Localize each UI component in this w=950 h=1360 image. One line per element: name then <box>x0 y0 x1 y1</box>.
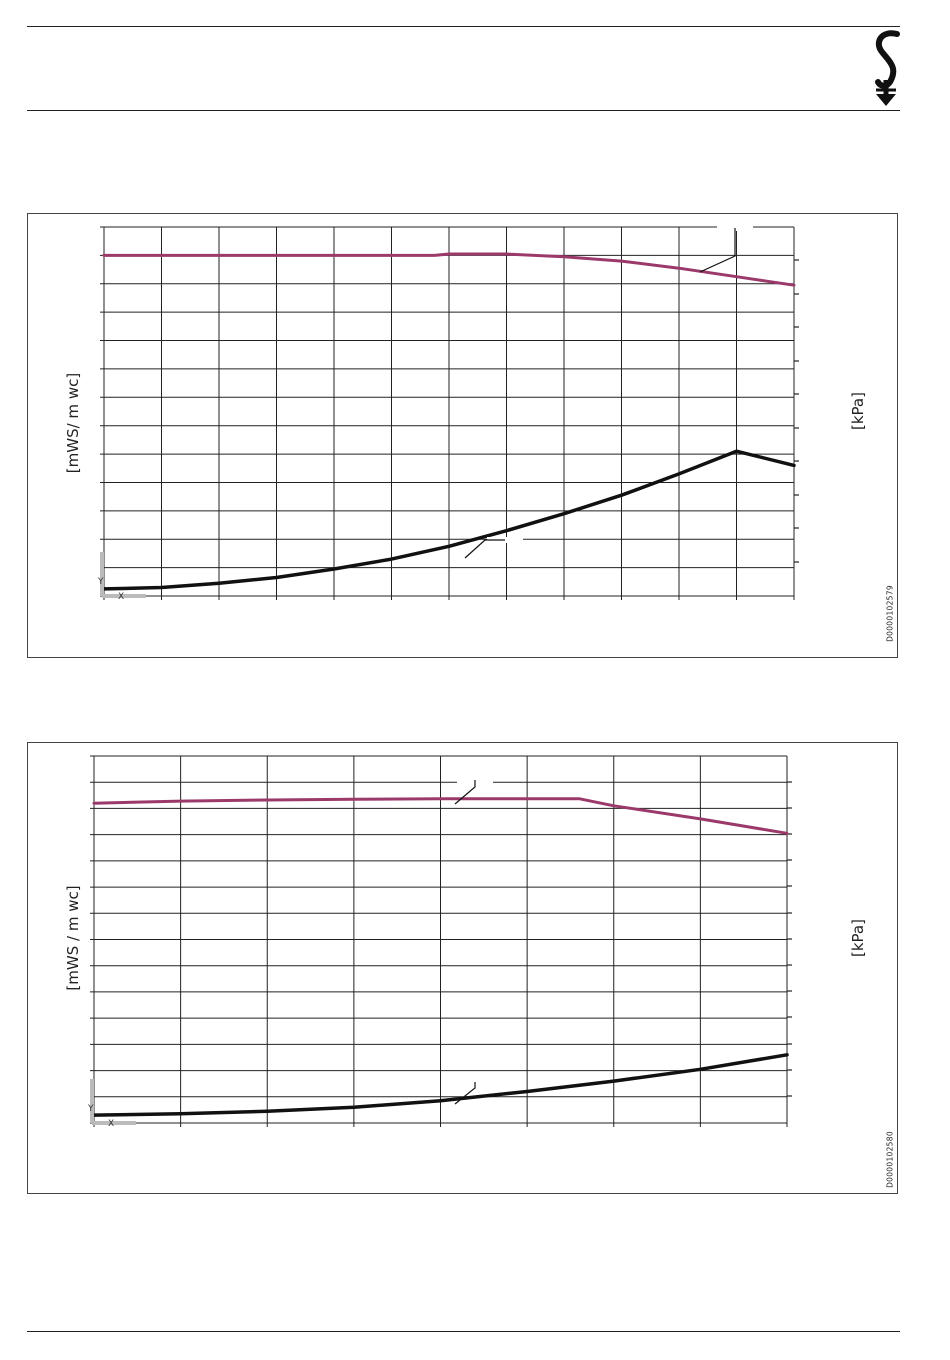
document-id: D0000102580 <box>885 1131 895 1188</box>
document-id: D0000102579 <box>885 585 895 642</box>
header-rule-top <box>27 26 900 27</box>
header-rule-bottom <box>27 110 900 111</box>
left-axis-label: [mWS / m wc] <box>64 885 82 991</box>
footer-rule <box>27 1331 900 1332</box>
right-axis-label: [kPa] <box>849 919 867 957</box>
stiebel-s-arrow-logo <box>875 30 900 106</box>
chart-panel-2: [mWS / m wc] [kPa] D0000102580 <box>27 742 898 1194</box>
right-axis-label: [kPa] <box>849 392 867 430</box>
chart-panel-1: [mWS/ m wc] [kPa] D0000102579 <box>27 213 898 658</box>
left-axis-label: [mWS/ m wc] <box>64 372 82 474</box>
